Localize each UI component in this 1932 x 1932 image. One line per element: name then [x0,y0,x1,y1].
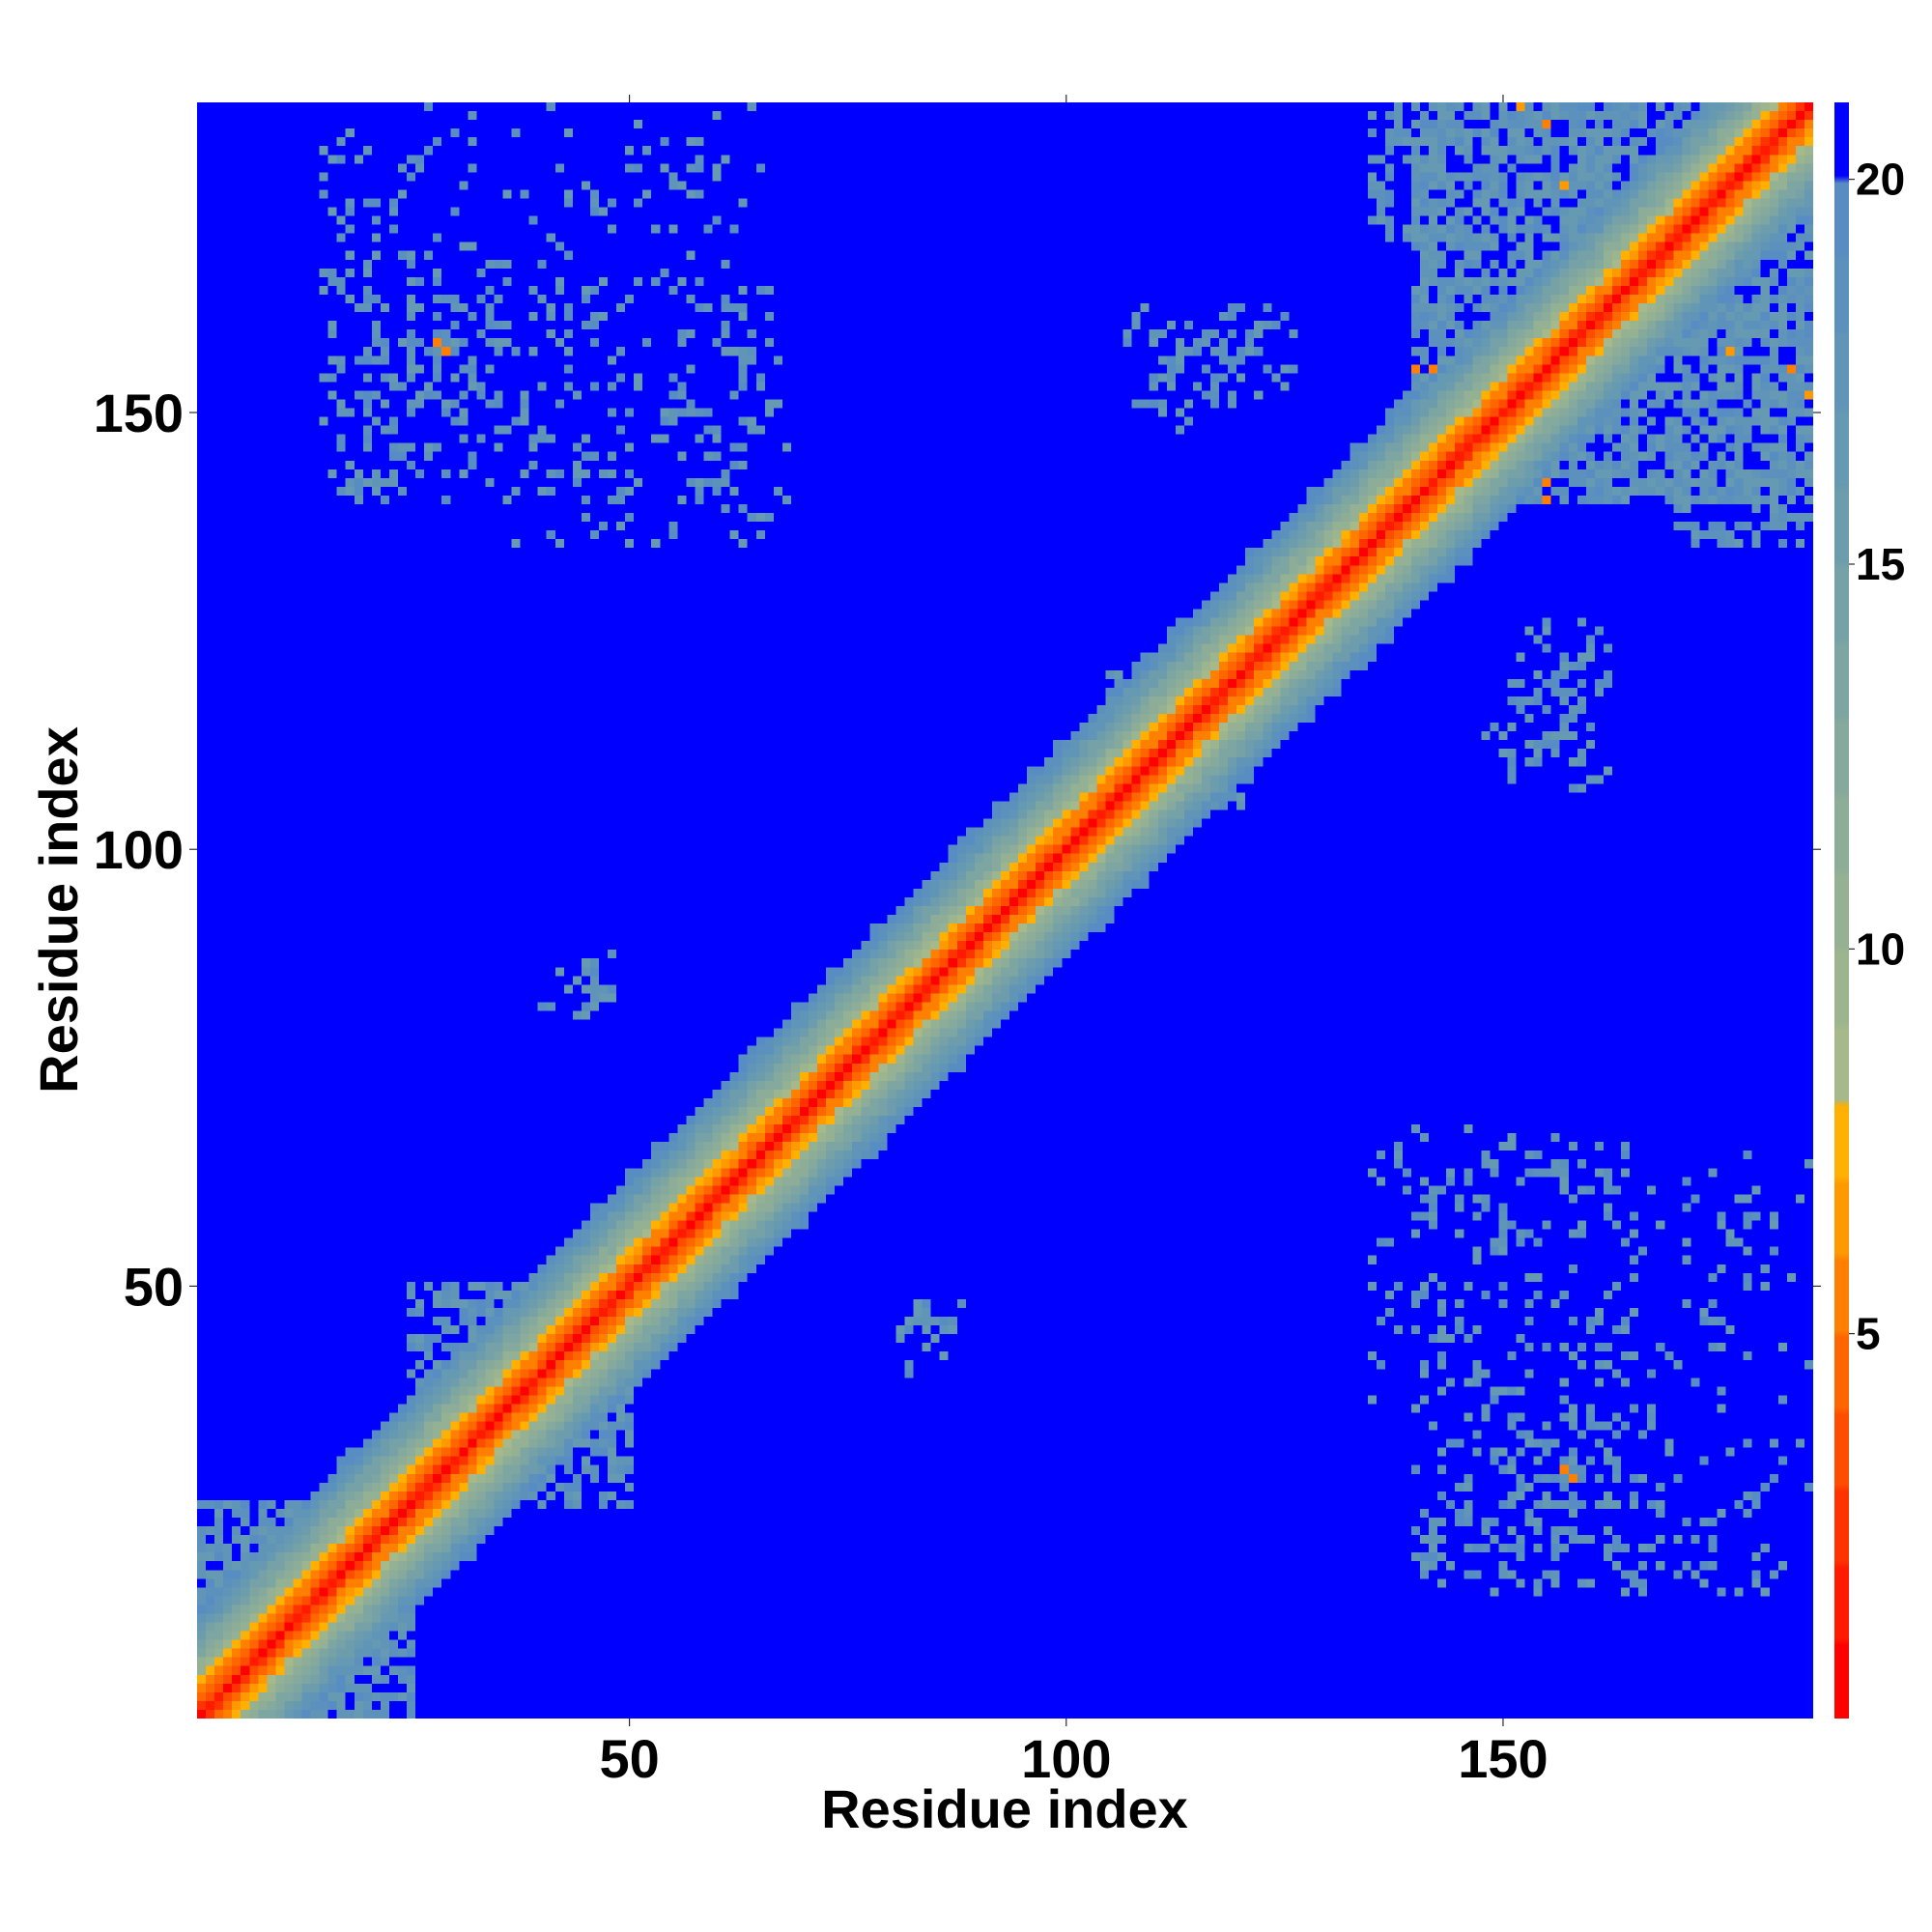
x-tick-label: 100 [1021,1728,1111,1789]
x-tick-label: 50 [599,1728,659,1789]
y-axis-label: Residue index [28,726,89,1094]
colorbar-tick-label: 5 [1856,1309,1881,1359]
y-tick-label: 100 [94,819,184,880]
axis-ticks: 50 100 150 50 100 150 5 10 15 20 [94,95,1905,1789]
y-tick-label: 150 [94,383,184,443]
colorbar [1834,102,1849,1719]
colorbar-tick-label: 20 [1856,155,1905,205]
colorbar-tick-label: 10 [1856,923,1905,974]
heatmap-plot-area [197,102,1813,1719]
y-tick-label: 50 [124,1256,184,1317]
colorbar-tick-label: 15 [1856,539,1905,589]
x-axis-label: Residue index [821,1778,1188,1839]
x-tick-label: 150 [1458,1728,1548,1789]
